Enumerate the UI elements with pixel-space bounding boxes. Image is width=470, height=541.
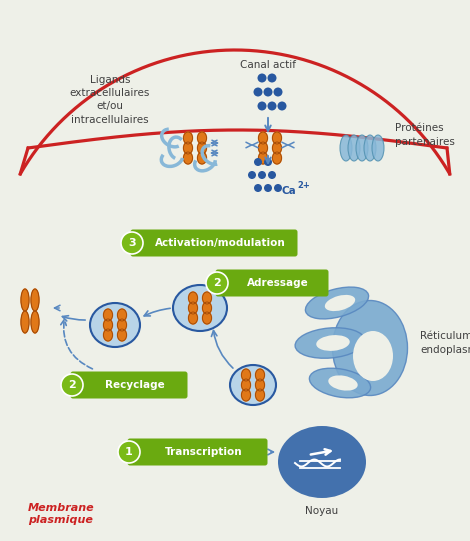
Circle shape [264, 158, 272, 166]
Ellipse shape [258, 152, 267, 164]
Ellipse shape [242, 379, 251, 391]
Ellipse shape [353, 331, 393, 381]
Ellipse shape [273, 152, 282, 164]
Ellipse shape [356, 135, 368, 161]
FancyBboxPatch shape [70, 372, 188, 399]
Ellipse shape [188, 312, 197, 324]
Ellipse shape [242, 369, 251, 381]
FancyBboxPatch shape [127, 439, 267, 465]
Ellipse shape [103, 319, 112, 331]
Ellipse shape [31, 289, 39, 311]
Circle shape [258, 171, 266, 179]
Circle shape [267, 102, 276, 110]
Text: Ligands
extracellulaires
et/ou
intracellulaires: Ligands extracellulaires et/ou intracell… [70, 75, 150, 124]
Ellipse shape [295, 328, 365, 358]
Circle shape [267, 74, 276, 82]
Circle shape [121, 232, 143, 254]
Ellipse shape [273, 132, 282, 144]
Text: Noyau: Noyau [306, 506, 338, 516]
Ellipse shape [316, 335, 350, 351]
Circle shape [253, 88, 263, 96]
Ellipse shape [197, 142, 206, 154]
Ellipse shape [90, 303, 140, 347]
Circle shape [248, 171, 256, 179]
Ellipse shape [364, 135, 376, 161]
Text: Réticulum
endoplasmique: Réticulum endoplasmique [420, 332, 470, 354]
Ellipse shape [183, 142, 193, 154]
Ellipse shape [309, 368, 371, 398]
Ellipse shape [256, 379, 265, 391]
Circle shape [274, 184, 282, 192]
Ellipse shape [183, 152, 193, 164]
Ellipse shape [118, 329, 126, 341]
Circle shape [258, 102, 266, 110]
Circle shape [258, 74, 266, 82]
Text: 1: 1 [125, 447, 133, 457]
Circle shape [61, 374, 83, 396]
FancyBboxPatch shape [131, 229, 298, 256]
Ellipse shape [273, 142, 282, 154]
Ellipse shape [203, 312, 212, 324]
Ellipse shape [258, 132, 267, 144]
Text: 3: 3 [128, 238, 136, 248]
Ellipse shape [203, 302, 212, 314]
Ellipse shape [31, 311, 39, 333]
Text: Transcription: Transcription [164, 447, 243, 457]
Ellipse shape [340, 135, 352, 161]
Ellipse shape [256, 369, 265, 381]
Circle shape [118, 441, 140, 463]
Ellipse shape [183, 132, 193, 144]
Circle shape [277, 102, 287, 110]
Circle shape [254, 158, 262, 166]
Ellipse shape [306, 287, 368, 319]
Ellipse shape [203, 292, 212, 304]
Text: 2: 2 [68, 380, 76, 390]
Text: Activation/modulation: Activation/modulation [155, 238, 285, 248]
FancyBboxPatch shape [216, 269, 329, 296]
Ellipse shape [332, 300, 407, 395]
Ellipse shape [230, 365, 276, 405]
Text: Membrane
plasmique: Membrane plasmique [28, 503, 94, 525]
Ellipse shape [21, 289, 29, 311]
Text: 2+: 2+ [297, 181, 310, 190]
Ellipse shape [258, 142, 267, 154]
Text: Recyclage: Recyclage [105, 380, 165, 390]
Ellipse shape [103, 309, 112, 321]
Text: Protéines
partenaires: Protéines partenaires [395, 123, 455, 147]
Ellipse shape [325, 295, 355, 311]
Text: Adressage: Adressage [247, 278, 309, 288]
Ellipse shape [21, 311, 29, 333]
Ellipse shape [173, 285, 227, 331]
Ellipse shape [348, 135, 360, 161]
Ellipse shape [242, 389, 251, 401]
Circle shape [264, 184, 272, 192]
Circle shape [274, 88, 282, 96]
Text: 2: 2 [213, 278, 221, 288]
Ellipse shape [372, 135, 384, 161]
Text: Canal actif: Canal actif [240, 60, 296, 70]
Circle shape [254, 184, 262, 192]
Ellipse shape [197, 132, 206, 144]
Ellipse shape [188, 302, 197, 314]
Ellipse shape [103, 329, 112, 341]
Ellipse shape [328, 375, 358, 391]
Text: Ca: Ca [282, 186, 297, 196]
Ellipse shape [118, 319, 126, 331]
Ellipse shape [188, 292, 197, 304]
Ellipse shape [197, 152, 206, 164]
Circle shape [264, 88, 273, 96]
Ellipse shape [118, 309, 126, 321]
Circle shape [206, 272, 228, 294]
Ellipse shape [278, 426, 366, 498]
Ellipse shape [256, 389, 265, 401]
Circle shape [268, 171, 276, 179]
